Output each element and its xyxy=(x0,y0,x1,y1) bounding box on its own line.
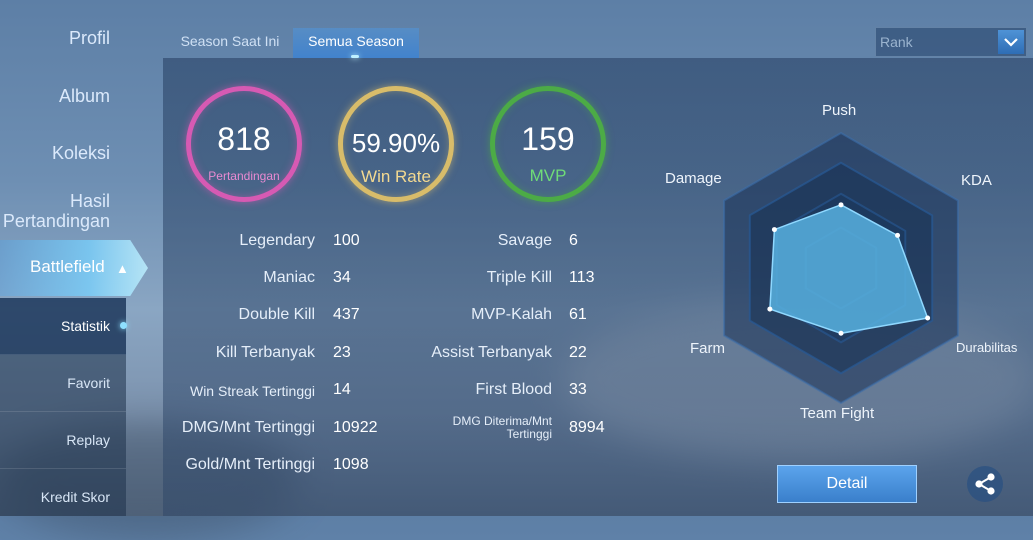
detail-button[interactable]: Detail xyxy=(777,465,917,503)
radar-point xyxy=(895,232,901,238)
tab-semua-season[interactable]: Semua Season xyxy=(293,28,419,58)
mvp-circle: 159 MVP xyxy=(490,86,606,202)
share-icon xyxy=(975,473,995,495)
matches-value: 818 xyxy=(217,121,271,157)
rank-select[interactable]: Rank xyxy=(875,27,1027,57)
matches-circle: 818 Pertandingan xyxy=(186,86,302,202)
sidebar: Profil Album Koleksi Hasil Pertandingan … xyxy=(0,0,150,516)
stat-label: MVP-Kalah xyxy=(471,306,552,323)
mvp-value: 159 xyxy=(521,121,575,157)
stat-value: 6 xyxy=(569,232,578,249)
radar-svg xyxy=(723,131,959,405)
share-button[interactable] xyxy=(967,466,1003,502)
sidebar-item-label: Pertandingan xyxy=(2,211,110,231)
sub-item-label: Replay xyxy=(66,432,110,448)
stat-label: First Blood xyxy=(475,381,552,398)
sidebar-item-hasil-pertandingan[interactable]: Hasil Pertandingan xyxy=(3,191,110,231)
chevron-down-icon[interactable] xyxy=(998,30,1024,54)
stat-label-line: DMG Diterima/Mnt xyxy=(452,414,552,428)
stat-value: 14 xyxy=(333,381,351,398)
sub-item-label: Favorit xyxy=(67,375,110,391)
stat-value: 23 xyxy=(333,344,351,361)
radar-chart: Push KDA Durabilitas Team Fight Farm Dam… xyxy=(650,95,1033,435)
radar-axis-label: Farm xyxy=(690,340,725,357)
sub-item-favorit[interactable]: Favorit xyxy=(0,355,126,412)
radar-axis-label: Durabilitas xyxy=(956,340,1018,355)
sidebar-item-label: Hasil xyxy=(69,191,110,211)
stat-value: 22 xyxy=(569,344,587,361)
sub-item-replay[interactable]: Replay xyxy=(0,412,126,469)
sub-item-label: Kredit Skor xyxy=(40,489,110,505)
radar-point xyxy=(838,330,844,336)
sub-item-label: Statistik xyxy=(60,318,110,334)
radar-axis-label: KDA xyxy=(961,172,992,189)
radar-point xyxy=(925,315,931,321)
radar-axis-label: Team Fight xyxy=(800,405,875,422)
stat-value: 10922 xyxy=(333,419,378,436)
stat-value: 33 xyxy=(569,381,587,398)
matches-label: Pertandingan xyxy=(208,169,280,183)
active-indicator xyxy=(120,322,127,329)
stat-label: Double Kill xyxy=(238,306,315,323)
sub-item-kredit-skor[interactable]: Kredit Skor xyxy=(0,469,126,525)
sub-item-statistik[interactable]: Statistik xyxy=(0,298,127,355)
stat-value: 437 xyxy=(333,306,360,323)
win-rate-value: 59.90% xyxy=(351,128,441,158)
stat-label: Assist Terbanyak xyxy=(431,344,552,361)
stat-value: 8994 xyxy=(569,419,605,436)
sidebar-item-album[interactable]: Album xyxy=(58,86,110,106)
radar-point xyxy=(767,306,773,312)
stat-label: Maniac xyxy=(263,269,315,286)
radar-point xyxy=(771,227,777,233)
sidebar-item-koleksi[interactable]: Koleksi xyxy=(51,143,110,163)
stat-label-line: Tertinggi xyxy=(506,427,552,441)
chevron-up-icon: ▲ xyxy=(116,261,129,276)
stat-value: 61 xyxy=(569,306,587,323)
tab-season-saat-ini[interactable]: Season Saat Ini xyxy=(180,33,280,49)
radar-axis-label: Push xyxy=(822,102,857,119)
stat-value: 34 xyxy=(333,269,351,286)
stat-label: DMG/Mnt Tertinggi xyxy=(181,419,315,436)
sidebar-item-battlefield[interactable] xyxy=(0,240,148,296)
mvp-label: MVP xyxy=(529,166,567,185)
win-rate-circle: 59.90% Win Rate xyxy=(338,86,454,202)
stat-label: Savage xyxy=(497,232,552,249)
rank-select-value: Rank xyxy=(880,34,913,50)
stat-value: 1098 xyxy=(333,456,369,473)
stat-label: Win Streak Tertinggi xyxy=(189,383,315,399)
stat-label: Kill Terbanyak xyxy=(215,344,315,361)
sidebar-item-profil[interactable]: Profil xyxy=(68,28,110,48)
battlefield-label: Battlefield xyxy=(30,257,105,276)
radar-axis-label: Damage xyxy=(665,170,722,187)
stat-label: Gold/Mnt Tertinggi xyxy=(185,456,315,473)
stat-label: DMG Diterima/Mnt Tertinggi xyxy=(412,415,552,441)
stat-value: 113 xyxy=(569,269,595,286)
stat-label: Triple Kill xyxy=(486,269,552,286)
stat-value: 100 xyxy=(333,232,360,249)
radar-point xyxy=(838,202,844,208)
sub-menu: Statistik Favorit Replay Kredit Skor xyxy=(0,298,127,516)
stat-label: Legendary xyxy=(239,232,315,249)
win-rate-label: Win Rate xyxy=(361,167,431,186)
